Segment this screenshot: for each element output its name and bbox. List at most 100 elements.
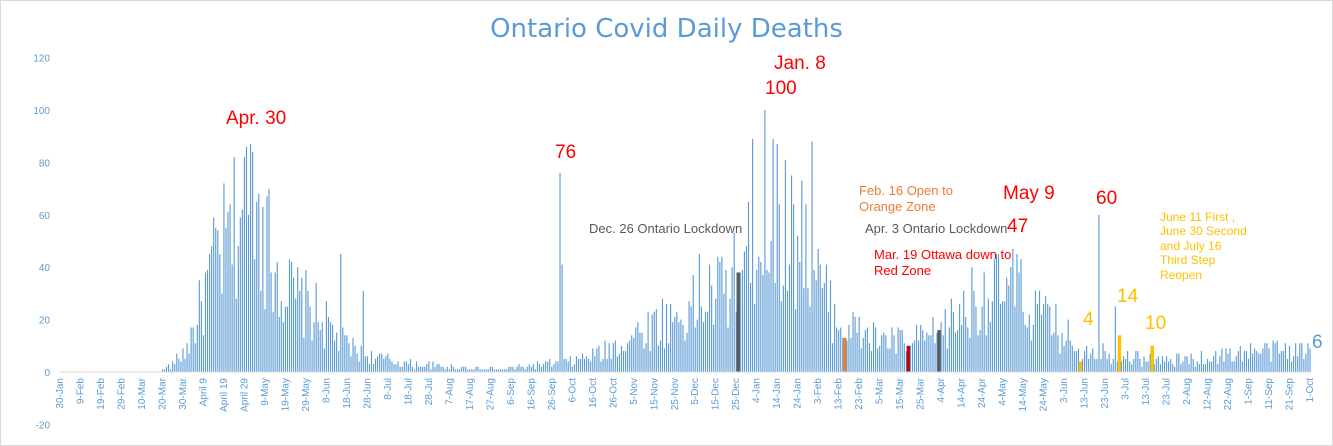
bar — [956, 330, 959, 372]
bar — [239, 217, 241, 372]
bar — [676, 311, 678, 372]
bar — [725, 269, 727, 372]
bar — [305, 269, 307, 372]
bar — [682, 324, 684, 372]
bar — [1239, 345, 1241, 372]
bar — [463, 366, 465, 372]
bar — [713, 324, 715, 372]
bar — [1096, 358, 1098, 372]
bar — [588, 358, 590, 372]
bar — [1174, 366, 1176, 372]
bar — [233, 157, 235, 372]
bar — [571, 366, 573, 372]
bar — [1307, 343, 1309, 372]
bar — [1120, 361, 1123, 372]
bar — [418, 366, 420, 372]
bar — [760, 261, 762, 372]
bar — [319, 330, 321, 372]
highlighted-bar — [906, 345, 911, 372]
bar — [663, 348, 666, 372]
annotation-label: 10 — [1145, 313, 1167, 334]
bar — [651, 314, 653, 372]
bar — [1077, 348, 1080, 372]
bar — [475, 366, 477, 372]
bar — [1256, 351, 1258, 372]
x-tick-label: 8-Jul — [383, 378, 394, 400]
bar — [936, 332, 938, 372]
highlighted-bar — [937, 330, 941, 372]
bar — [928, 335, 930, 372]
bar — [534, 369, 536, 372]
bar — [788, 264, 791, 372]
bar — [575, 356, 577, 372]
bar — [1213, 356, 1215, 372]
bar — [1125, 358, 1127, 372]
bar — [729, 298, 731, 372]
bar — [1014, 306, 1016, 372]
bar — [1020, 259, 1022, 372]
bar — [1075, 351, 1077, 372]
bar — [331, 324, 334, 372]
bar — [215, 227, 217, 372]
bar — [829, 280, 832, 372]
bar — [616, 356, 618, 372]
bar — [1081, 358, 1084, 372]
bar — [266, 196, 268, 372]
bar — [1293, 356, 1295, 372]
bar — [608, 343, 610, 372]
bar — [1165, 356, 1168, 372]
x-tick-label: 23-Feb — [854, 378, 865, 410]
bar — [168, 364, 170, 372]
bar — [684, 340, 686, 372]
bar — [231, 264, 233, 372]
bar — [161, 369, 164, 372]
bar — [989, 322, 991, 372]
bar — [1067, 319, 1069, 372]
bar — [258, 193, 260, 372]
bar — [1055, 303, 1057, 372]
bar — [561, 264, 563, 372]
bar — [1211, 361, 1213, 372]
bar — [625, 351, 627, 372]
bar — [633, 337, 635, 372]
bar — [948, 327, 950, 372]
x-tick-label: 15-Dec — [711, 378, 722, 410]
bar — [1008, 285, 1010, 372]
bar — [495, 369, 498, 372]
bar — [987, 298, 989, 372]
bar — [176, 353, 178, 372]
x-tick-label: 23-Jun — [1100, 378, 1111, 409]
bar — [797, 235, 799, 372]
bar — [1280, 351, 1282, 372]
bar — [448, 369, 450, 372]
bar — [606, 358, 608, 372]
bar — [321, 322, 323, 372]
bar — [368, 364, 370, 372]
bar — [1243, 351, 1245, 372]
bar — [182, 348, 184, 372]
bar — [502, 369, 504, 372]
bar — [977, 335, 979, 372]
y-tick-label: 100 — [33, 106, 50, 117]
bar — [282, 322, 284, 372]
bar — [254, 259, 256, 372]
highlighted-bar — [1150, 345, 1154, 372]
bar — [731, 267, 733, 372]
bar — [1159, 364, 1161, 372]
x-tick-label: 4-Apr — [936, 377, 947, 402]
bar — [1178, 353, 1180, 372]
bar — [1200, 351, 1202, 372]
bar — [247, 214, 250, 372]
bar — [520, 366, 522, 372]
bar — [991, 301, 993, 372]
bar — [735, 311, 737, 372]
bar — [555, 361, 557, 372]
bar — [1131, 364, 1133, 372]
bar — [407, 364, 409, 372]
bar — [985, 335, 987, 372]
bar — [971, 267, 973, 372]
bar — [1069, 340, 1071, 372]
bar — [1047, 303, 1049, 372]
bar — [1153, 364, 1155, 372]
bar — [706, 311, 709, 372]
